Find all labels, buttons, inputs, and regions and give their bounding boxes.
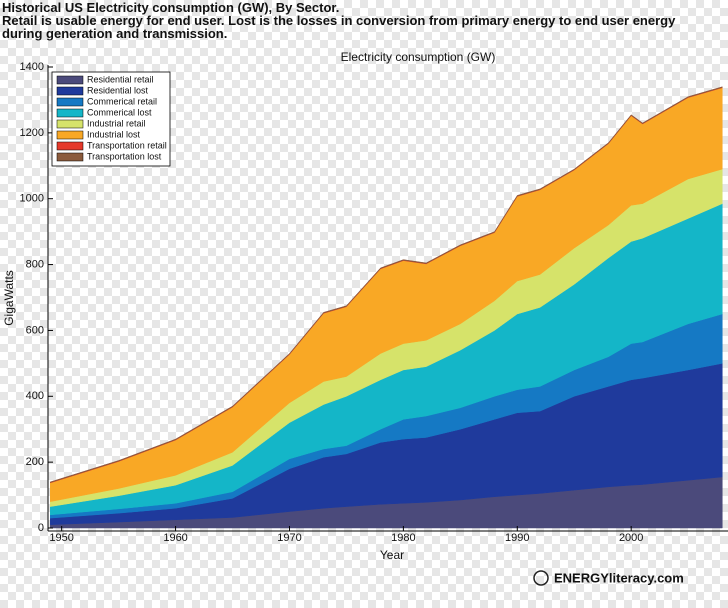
header-line: Retail is usable energy for end user. Lo… [2,13,676,28]
legend-label: Commerical lost [87,107,152,117]
x-tick-label: 2000 [619,532,643,544]
x-tick-label: 1970 [277,532,301,544]
y-tick-label: 1200 [20,127,44,139]
y-tick-label: 1000 [20,193,44,205]
x-tick-label: 1950 [49,532,73,544]
legend-label: Industrial retail [87,118,146,128]
y-tick-label: 600 [26,324,44,336]
legend-swatch [56,119,84,129]
chart-title: Electricity consumption (GW) [341,50,496,64]
header-line: Historical US Electricity consumption (G… [2,0,339,15]
logo-icon [533,570,549,586]
logo-text: ENERGYliteracy.com [554,570,684,585]
plot-area [50,86,723,529]
legend-swatch [56,152,84,162]
y-tick-label: 800 [26,258,44,270]
legend-swatch [56,141,84,151]
legend-swatch [56,75,84,85]
header-line: during generation and transmission. [2,26,227,41]
legend-label: Industrial lost [87,129,141,139]
y-tick-label: 200 [26,456,44,468]
x-tick-label: 1990 [505,532,529,544]
legend-label: Commerical retail [87,96,157,106]
x-tick-label: 1980 [391,532,415,544]
legend-swatch [56,130,84,140]
legend-label: Residential retail [87,74,154,84]
x-axis-label: Year [380,548,404,562]
legend-label: Transportation retail [87,140,167,150]
x-tick-label: 1960 [163,532,187,544]
logo: ENERGYliteracy.com [533,570,684,586]
legend-swatch [56,108,84,118]
legend-swatch [56,86,84,96]
legend-label: Residential lost [87,85,149,95]
y-tick-label: 0 [38,522,44,534]
legend-swatch [56,97,84,107]
y-tick-label: 1400 [20,61,44,73]
legend-label: Transportation lost [87,151,162,161]
y-tick-label: 400 [26,390,44,402]
y-axis-label: GigaWatts [2,270,16,326]
area [50,86,723,483]
